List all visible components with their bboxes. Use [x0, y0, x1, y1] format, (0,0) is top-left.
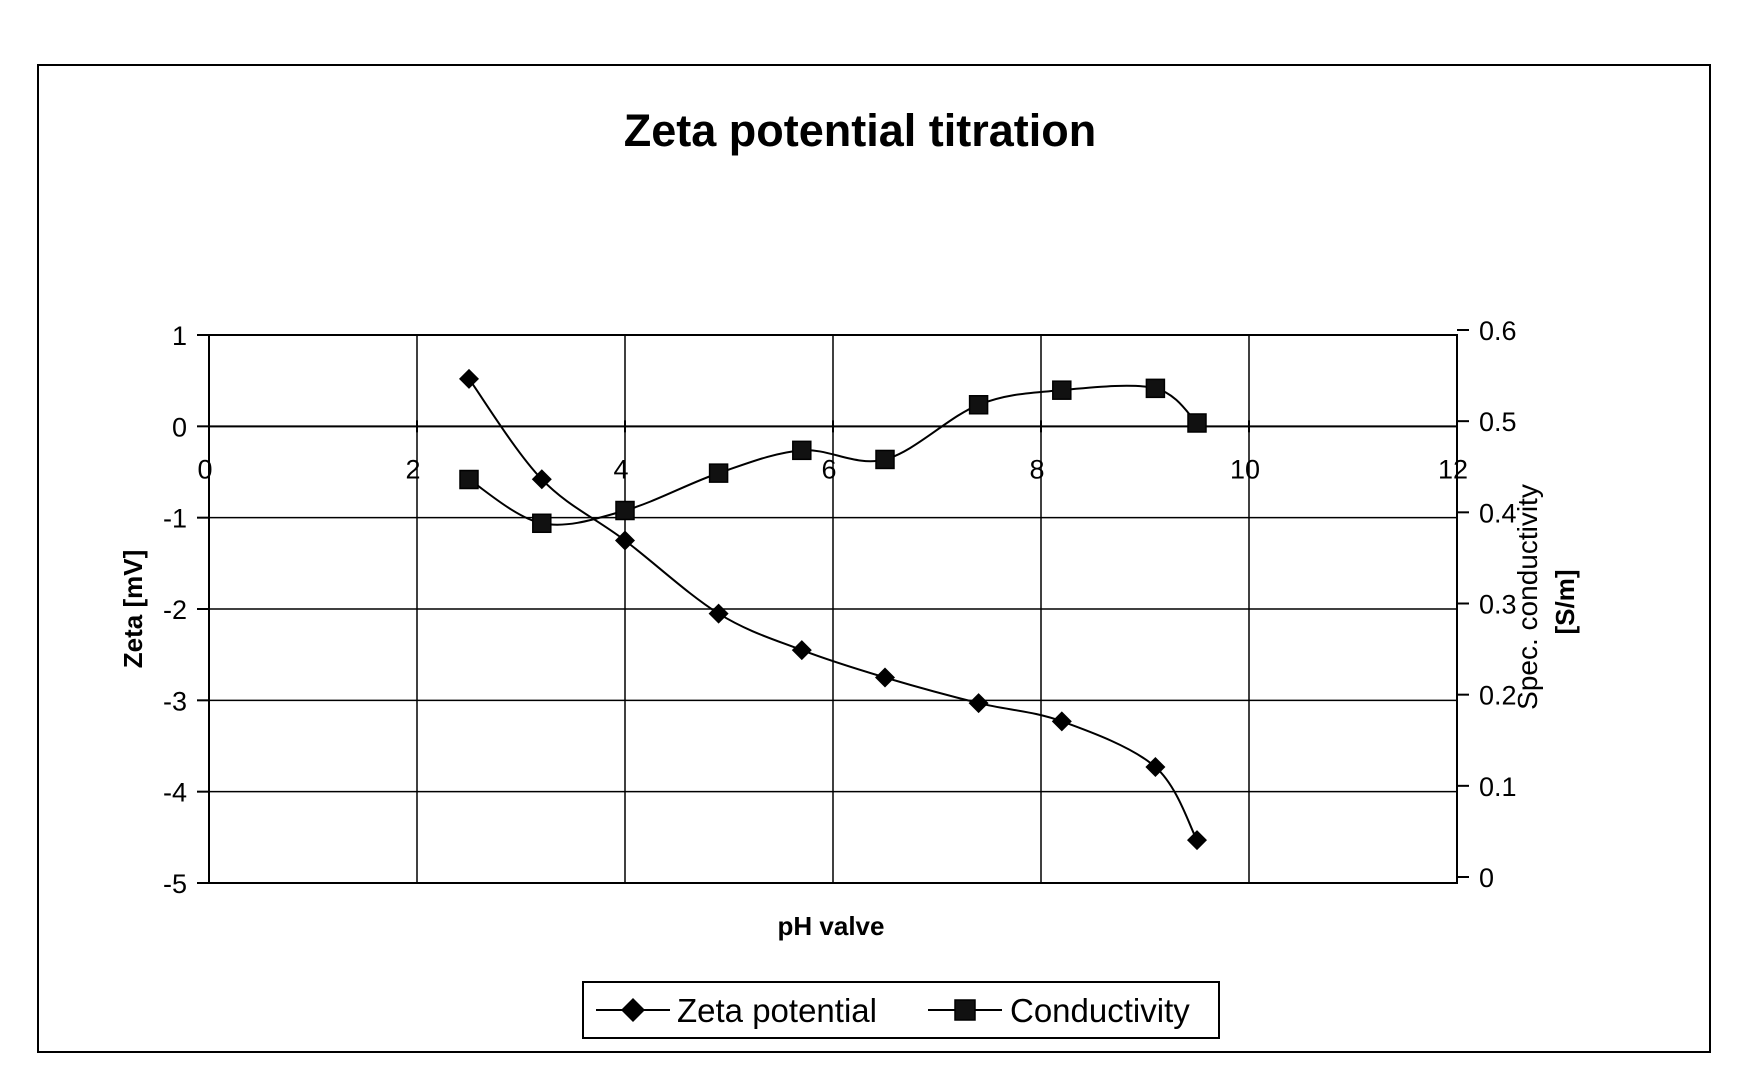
x-tick-label: 6	[821, 454, 836, 484]
chart-frame	[38, 65, 1710, 1052]
y-tick-label: -5	[163, 869, 187, 899]
y2-tick-label: 0	[1479, 863, 1494, 893]
x-axis-label: pH valve	[778, 911, 885, 941]
x-tick-label: 12	[1438, 454, 1468, 484]
data-point-conductivity	[793, 441, 811, 459]
legend-marker-conductivity	[955, 1000, 975, 1020]
y-tick-label: 0	[172, 412, 187, 442]
data-point-zeta	[1187, 830, 1207, 850]
y2-axis-label-line2: [S/m]	[1550, 570, 1580, 635]
y2-axis-label-line1: Spec. conductivity	[1512, 484, 1543, 710]
y2-tick-label: 0.6	[1479, 316, 1517, 346]
x-tick-label: 0	[197, 454, 212, 484]
data-point-zeta	[459, 369, 479, 389]
data-point-zeta	[1052, 711, 1072, 731]
legend-label-conductivity: Conductivity	[1010, 992, 1190, 1029]
legend: Zeta potential Conductivity	[583, 982, 1219, 1038]
y2-tick-label: 0.4	[1479, 498, 1517, 528]
data-point-conductivity	[876, 450, 894, 468]
x-tick-label: 4	[613, 454, 628, 484]
data-point-conductivity	[1188, 414, 1206, 432]
y-axis-ticks: 1 0 -1 -2 -3 -4 -5	[163, 321, 209, 899]
data-point-conductivity	[710, 464, 728, 482]
y2-tick-label: 0.3	[1479, 590, 1517, 620]
x-tick-label: 2	[405, 454, 420, 484]
y-tick-label: -4	[163, 778, 187, 808]
data-point-zeta	[792, 640, 812, 660]
y-axis-label: Zeta [mV]	[118, 550, 148, 668]
y2-tick-label: 0.1	[1479, 772, 1517, 802]
data-point-conductivity	[1053, 381, 1071, 399]
y2-tick-label: 0.2	[1479, 681, 1517, 711]
chart-title: Zeta potential titration	[624, 105, 1097, 156]
data-point-conductivity	[460, 471, 478, 489]
data-point-zeta	[969, 693, 989, 713]
x-tick-label: 8	[1029, 454, 1044, 484]
data-point-conductivity	[533, 514, 551, 532]
grid-layer	[209, 335, 1457, 883]
x-tick-label: 10	[1230, 454, 1260, 484]
y-tick-label: -2	[163, 595, 187, 625]
data-point-conductivity	[616, 502, 634, 520]
y-tick-label: -3	[163, 686, 187, 716]
y2-tick-label: 0.5	[1479, 407, 1517, 437]
data-point-zeta	[615, 531, 635, 551]
legend-label-zeta: Zeta potential	[677, 992, 877, 1029]
data-point-zeta	[709, 604, 729, 624]
y2-axis-ticks: 0.6 0.5 0.4 0.3 0.2 0.1 0	[1457, 316, 1517, 893]
data-point-conductivity	[1146, 379, 1164, 397]
data-point-zeta	[875, 668, 895, 688]
y-tick-label: 1	[172, 321, 187, 351]
y-tick-label: -1	[163, 504, 187, 534]
data-point-conductivity	[970, 396, 988, 414]
